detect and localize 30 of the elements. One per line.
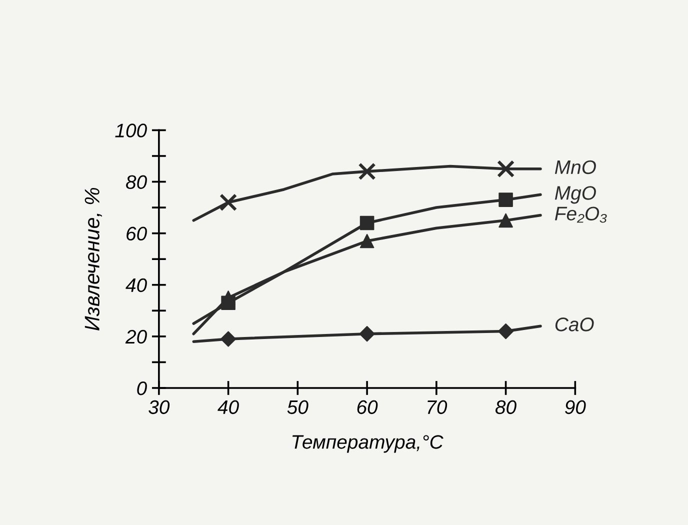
x-tick-label: 70 xyxy=(428,400,448,414)
point xyxy=(496,160,515,178)
x-tick-label: 90 xyxy=(565,400,586,414)
x-tick-label: 60 xyxy=(357,400,378,414)
x-axis-title: Температура,°C xyxy=(292,435,444,453)
series-label: MnO xyxy=(554,160,596,174)
point xyxy=(498,192,513,207)
point xyxy=(359,326,375,342)
x-tick-label: 30 xyxy=(148,400,170,414)
point xyxy=(220,331,236,347)
y-axis-title: Извлечение, % xyxy=(84,188,102,330)
point xyxy=(360,216,374,230)
x-tick-label: 40 xyxy=(218,400,239,414)
series-label: Fe₂O₃ xyxy=(554,206,607,223)
x-tick-label: 80 xyxy=(495,400,516,414)
point xyxy=(358,162,376,180)
y-tick-label: 100 xyxy=(115,124,147,138)
y-tick-label: 0 xyxy=(137,381,147,396)
x-tick-label: 50 xyxy=(287,400,308,414)
y-tick-label: 80 xyxy=(126,175,147,189)
y-tick-label: 20 xyxy=(125,330,147,344)
line-series xyxy=(192,164,542,222)
series-label: CaO xyxy=(555,318,594,332)
y-tick-label: 60 xyxy=(126,226,147,241)
y-tick-label: 40 xyxy=(126,278,147,292)
series-label: MgO xyxy=(554,186,596,204)
point xyxy=(219,194,238,212)
point xyxy=(360,234,374,248)
point xyxy=(498,323,514,340)
point xyxy=(498,213,513,228)
